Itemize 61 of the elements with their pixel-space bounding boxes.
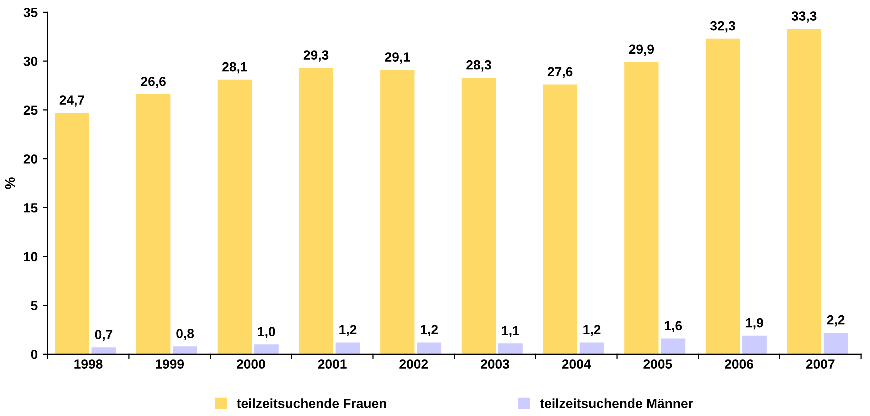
x-tick-label: 1999 [156,360,184,369]
data-label: 29,9 [629,44,654,56]
bar [787,29,822,354]
bar [218,80,252,354]
data-label: 32,3 [710,21,736,33]
bar [336,342,360,354]
x-tick-label: 2003 [481,360,510,370]
bar [417,342,442,354]
data-label: 0,7 [95,330,113,342]
y-tick-label: 10 [24,252,38,262]
x-tick-label: 1998 [74,360,103,369]
y-tick-label: 5 [31,301,38,310]
legend-label: teilzeitsuchende Frauen [237,398,386,408]
data-label: 27,6 [548,67,573,79]
y-tick-label: 25 [24,106,38,116]
bar [136,94,171,354]
bar [498,344,523,354]
y-tick-label: 30 [24,56,38,66]
data-label: 1,0 [258,327,276,338]
x-tick-label: 2006 [725,360,754,369]
data-label: 29,1 [385,52,410,64]
bar [580,342,604,354]
bar [661,338,686,354]
y-tick-label: 20 [24,154,38,164]
data-label: 28,1 [222,62,248,74]
y-tick-label: 15 [24,204,38,213]
data-label: 1,2 [340,325,357,336]
bar [380,70,415,354]
bar [742,336,767,354]
x-tick-label: 2000 [236,360,266,369]
data-label: 24,7 [60,96,85,107]
y-tick-label: 0 [31,350,38,360]
bar [173,346,198,354]
data-label: 28,3 [466,60,492,72]
data-label: 33,3 [792,12,817,23]
x-tick-label: 2007 [806,360,835,369]
data-label: 1,1 [502,326,520,338]
data-label: 1,2 [421,325,438,336]
bar [543,84,578,354]
data-label: 29,3 [304,50,329,62]
data-label: 1,6 [665,321,682,333]
y-tick-label: 35 [24,8,38,18]
x-tick-label: 2004 [562,360,592,369]
legend-label: teilzeitsuchende Männer [540,398,694,408]
data-label: 1,9 [746,318,764,330]
bar [299,68,334,354]
data-label: 1,2 [584,325,601,336]
x-tick-label: 2005 [644,360,672,369]
bar [824,332,848,354]
bar [706,38,740,354]
bar [92,348,116,354]
x-tick-label: 2002 [400,360,428,369]
data-label: 26,6 [141,77,166,88]
x-tick-label: 2001 [318,360,347,369]
bar [55,113,90,354]
bar [624,62,659,354]
data-label: 2,2 [827,315,845,327]
y-axis-title: % [5,178,16,190]
bar [254,344,279,354]
bar [462,78,496,354]
data-label: 0,8 [176,329,194,340]
